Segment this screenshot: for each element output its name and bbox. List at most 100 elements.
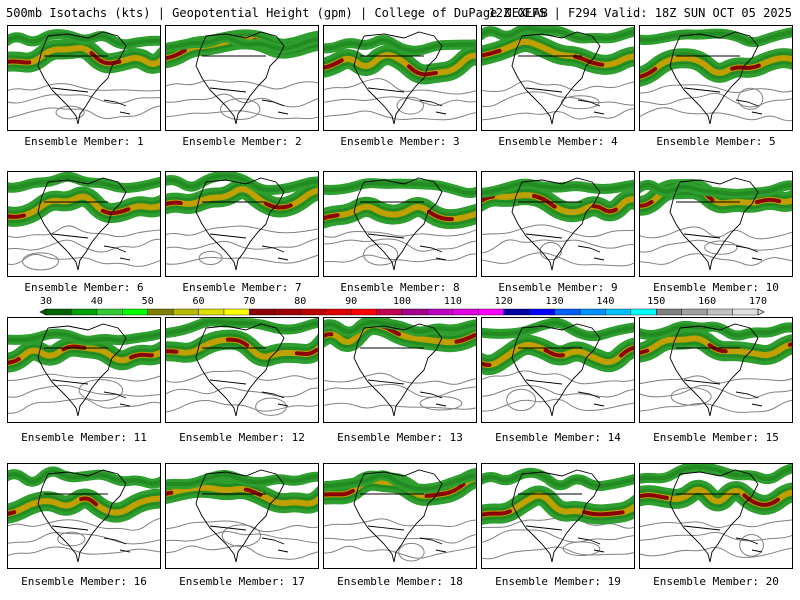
map-svg xyxy=(8,172,160,271)
height-contour-line xyxy=(8,546,160,556)
map-svg xyxy=(640,27,792,125)
height-closed-contour xyxy=(363,243,399,266)
colorbar-segment xyxy=(528,308,555,316)
isotach-core-90 xyxy=(640,186,792,208)
map-svg xyxy=(8,323,160,417)
height-closed-contour xyxy=(255,397,287,416)
map-svg xyxy=(8,466,160,563)
height-contours xyxy=(166,225,318,265)
jet-isotachs xyxy=(324,35,476,85)
height-contour-line xyxy=(482,91,634,108)
height-contour-line xyxy=(324,96,476,106)
height-contour-line xyxy=(640,107,792,122)
us-mexico-border xyxy=(367,87,405,93)
isotach-core-90 xyxy=(482,39,634,67)
height-contours xyxy=(640,375,792,413)
ensemble-map-panel xyxy=(165,463,319,569)
colorbar-tick-label: 150 xyxy=(647,296,666,307)
caribbean-islands xyxy=(419,391,447,407)
height-contour-line xyxy=(8,83,160,92)
coastline-west xyxy=(353,35,395,125)
us-mexico-border xyxy=(683,379,721,385)
us-mexico-border xyxy=(683,87,721,93)
height-contour-line xyxy=(166,370,318,383)
isotach-core-90 xyxy=(324,53,476,77)
ensemble-member-label: Ensemble Member: 5 xyxy=(656,135,776,148)
jet-isotachs xyxy=(324,467,476,506)
colorbar-segment xyxy=(732,308,759,316)
height-contour-line xyxy=(640,399,792,413)
jet-isotachs xyxy=(166,470,318,514)
map-svg xyxy=(482,177,634,271)
coastline-west xyxy=(195,327,237,417)
isotach-band-secondary-inner xyxy=(324,38,476,53)
coastline-east xyxy=(205,323,285,417)
coastline-east xyxy=(363,469,443,563)
jet-isotachs xyxy=(640,320,792,366)
isotach-core-90 xyxy=(640,487,792,507)
coastlines xyxy=(37,323,131,417)
caribbean-islands xyxy=(103,99,131,115)
coastline-west xyxy=(195,35,237,125)
height-contour-line xyxy=(166,79,318,90)
height-contour-line xyxy=(324,383,476,398)
height-contour-line xyxy=(166,387,318,398)
ensemble-map-panel xyxy=(481,25,635,131)
ensemble-member-label: Ensemble Member: 6 xyxy=(24,281,144,294)
height-contour-line xyxy=(640,384,792,399)
height-contour-line xyxy=(8,105,160,120)
colorbar-segment xyxy=(274,308,301,316)
height-contour-line xyxy=(482,546,634,560)
caribbean-islands xyxy=(577,391,605,407)
jet-isotachs xyxy=(482,178,634,223)
coastline-east xyxy=(679,323,759,417)
colorbar-tick-label: 160 xyxy=(698,296,717,307)
colorbar-tick-label: 70 xyxy=(243,296,256,307)
height-contour-line xyxy=(324,229,476,238)
coastline-east xyxy=(47,323,127,417)
isotach-band-secondary-inner xyxy=(324,473,476,491)
us-mexico-border xyxy=(209,233,247,239)
ensemble-member-label: Ensemble Member: 2 xyxy=(182,135,302,148)
height-contour-line xyxy=(166,237,318,250)
coastline-east xyxy=(679,31,759,125)
isotach-band-secondary-inner xyxy=(166,173,318,193)
coastline-east xyxy=(205,177,285,271)
ensemble-map-panel xyxy=(7,463,161,569)
height-contours xyxy=(324,229,476,266)
map-svg xyxy=(166,469,318,563)
ensemble-member-label: Ensemble Member: 18 xyxy=(337,575,463,588)
height-contour-line xyxy=(324,518,476,528)
coastlines xyxy=(353,323,447,417)
map-svg xyxy=(324,467,476,563)
height-contour-line xyxy=(166,93,318,108)
height-closed-contour xyxy=(739,533,764,557)
colorbar-segment xyxy=(605,308,632,316)
jet-isotachs xyxy=(166,318,318,367)
coastline-west xyxy=(669,35,711,125)
isotach-core-90 xyxy=(640,56,792,79)
us-mexico-border xyxy=(525,379,563,385)
height-contours xyxy=(482,80,634,121)
ensemble-map-panel xyxy=(481,317,635,423)
ensemble-member-label: Ensemble Member: 9 xyxy=(498,281,618,294)
us-mexico-border xyxy=(209,525,247,531)
ensemble-map-panel xyxy=(7,171,161,277)
jet-isotachs xyxy=(8,172,160,227)
map-svg xyxy=(324,31,476,125)
caribbean-islands xyxy=(419,99,447,115)
isotach-band-70 xyxy=(482,192,634,216)
ensemble-map-panel xyxy=(165,171,319,277)
coastlines xyxy=(37,177,131,271)
height-contour-line xyxy=(640,92,792,108)
height-contour-line xyxy=(324,110,476,121)
caribbean-islands xyxy=(103,245,131,261)
height-contour-line xyxy=(640,84,792,94)
colorbar-tick-label: 110 xyxy=(443,296,462,307)
coastlines xyxy=(669,323,763,417)
isotach-core-90 xyxy=(640,336,792,358)
coastline-east xyxy=(679,177,759,271)
colorbar-segment xyxy=(198,308,225,316)
coastlines xyxy=(511,177,605,271)
coastlines xyxy=(195,323,289,417)
